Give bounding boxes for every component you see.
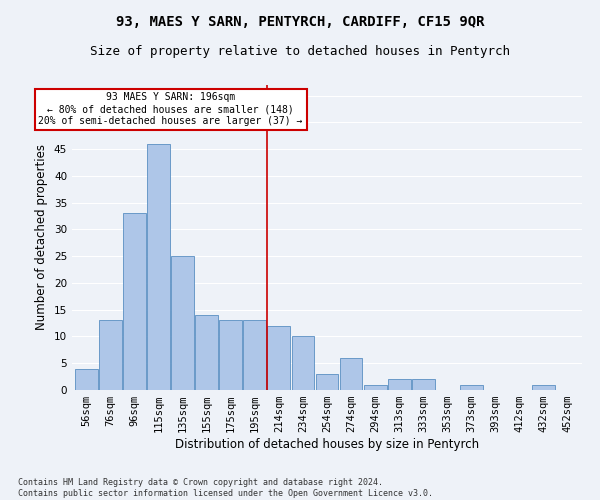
Bar <box>340 358 362 390</box>
Y-axis label: Number of detached properties: Number of detached properties <box>35 144 49 330</box>
Bar <box>460 384 483 390</box>
Text: 93 MAES Y SARN: 196sqm
← 80% of detached houses are smaller (148)
20% of semi-de: 93 MAES Y SARN: 196sqm ← 80% of detached… <box>38 92 303 126</box>
Bar <box>364 384 386 390</box>
Bar <box>123 214 146 390</box>
Bar <box>268 326 290 390</box>
Bar <box>292 336 314 390</box>
Text: Size of property relative to detached houses in Pentyrch: Size of property relative to detached ho… <box>90 45 510 58</box>
Bar <box>99 320 122 390</box>
Bar <box>412 380 434 390</box>
Text: Contains HM Land Registry data © Crown copyright and database right 2024.
Contai: Contains HM Land Registry data © Crown c… <box>18 478 433 498</box>
Bar <box>220 320 242 390</box>
Bar <box>316 374 338 390</box>
Bar <box>171 256 194 390</box>
Bar <box>532 384 555 390</box>
Bar <box>388 380 410 390</box>
Bar <box>75 368 98 390</box>
Text: 93, MAES Y SARN, PENTYRCH, CARDIFF, CF15 9QR: 93, MAES Y SARN, PENTYRCH, CARDIFF, CF15… <box>116 15 484 29</box>
X-axis label: Distribution of detached houses by size in Pentyrch: Distribution of detached houses by size … <box>175 438 479 451</box>
Bar <box>244 320 266 390</box>
Bar <box>147 144 170 390</box>
Bar <box>195 315 218 390</box>
